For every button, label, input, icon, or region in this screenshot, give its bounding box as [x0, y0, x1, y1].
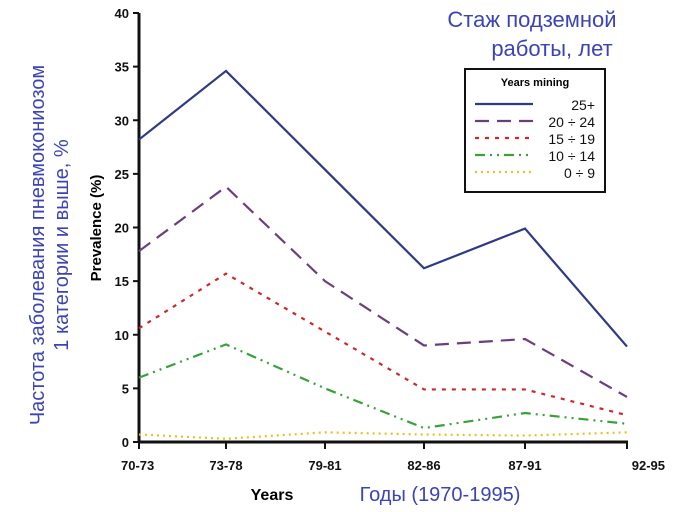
legend-label: 10 ÷ 14	[548, 148, 595, 164]
x-tick-label: 87-91	[508, 458, 541, 473]
y-tick-label: 30	[115, 113, 129, 128]
legend-label: 0 ÷ 9	[564, 165, 595, 181]
ylabel-ru-line-2: 1 категории и выше, %	[51, 139, 73, 351]
series-line	[138, 272, 628, 417]
title-line-2: работы, лет	[491, 36, 612, 61]
y-tick-label: 15	[115, 274, 129, 289]
legend-label: 15 ÷ 19	[548, 131, 595, 147]
xlabel-ru: Годы (1970-1995)	[360, 484, 521, 506]
x-tick-label: 82-86	[407, 458, 440, 473]
y-tick-label: 40	[115, 6, 129, 21]
series-line	[138, 185, 628, 398]
x-tick-label: 92-95	[632, 458, 665, 473]
y-tick-label: 0	[122, 435, 129, 450]
series-line	[138, 343, 628, 430]
series-line	[138, 431, 628, 440]
ylabel-ru-line-1: Частота заболевания пневмокониозом	[27, 65, 49, 425]
y-tick-label: 10	[115, 328, 129, 343]
legend-label: 20 ÷ 24	[548, 114, 595, 130]
legend-label: 25+	[571, 97, 595, 113]
y-tick-label: 5	[122, 381, 129, 396]
legend-title: Years mining	[501, 77, 569, 89]
y-tick-label: 35	[115, 60, 129, 75]
xlabel: Years	[251, 487, 294, 504]
title-line-1: Стаж подземной	[447, 7, 616, 32]
x-tick-label: 79-81	[308, 458, 341, 473]
x-tick-label: 70-73	[121, 458, 154, 473]
series-line	[138, 69, 628, 348]
y-tick-label: 25	[115, 167, 129, 182]
ylabel: Prevalence (%)	[88, 175, 105, 282]
y-tick-label: 20	[115, 221, 129, 236]
x-tick-label: 73-78	[209, 458, 242, 473]
